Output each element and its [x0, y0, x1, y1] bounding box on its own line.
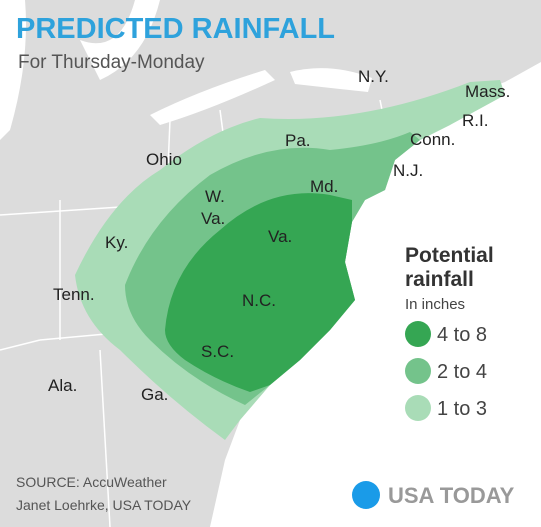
state-label: Va.	[201, 209, 225, 228]
state-label: N.C.	[242, 291, 276, 310]
title: PREDICTED RAINFALL	[16, 13, 335, 45]
state-label: N.J.	[393, 161, 423, 180]
legend-title: rainfall	[405, 268, 474, 291]
state-label: Ala.	[48, 376, 77, 395]
logo: USA TODAY	[388, 483, 515, 508]
state-label: Ky.	[105, 233, 128, 252]
source: SOURCE: AccuWeather	[16, 474, 167, 490]
state-label: S.C.	[201, 342, 234, 361]
legend-subtitle: In inches	[405, 296, 465, 313]
rain-zone	[165, 193, 355, 392]
legend-label: 4 to 8	[437, 324, 487, 346]
state-label: W.	[205, 187, 225, 206]
state-label: Md.	[310, 177, 338, 196]
state-label: Mass.	[465, 82, 510, 101]
legend-swatch	[405, 321, 431, 347]
state-label: Tenn.	[53, 285, 95, 304]
state-label: Ga.	[141, 385, 168, 404]
rain-zones	[75, 80, 505, 440]
legend-label: 2 to 4	[437, 361, 487, 383]
logo-dot	[352, 481, 380, 509]
credit: Janet Loehrke, USA TODAY	[16, 497, 192, 513]
subtitle: For Thursday-Monday	[18, 52, 205, 73]
state-label: Va.	[268, 227, 292, 246]
legend-label: 1 to 3	[437, 398, 487, 420]
legend-swatch	[405, 358, 431, 384]
state-label: N.Y.	[358, 67, 389, 86]
state-label: Ohio	[146, 150, 182, 169]
legend-title: Potential	[405, 244, 494, 267]
state-label: R.I.	[462, 111, 488, 130]
state-label: Pa.	[285, 131, 311, 150]
legend-swatch	[405, 395, 431, 421]
state-label: Conn.	[410, 130, 455, 149]
